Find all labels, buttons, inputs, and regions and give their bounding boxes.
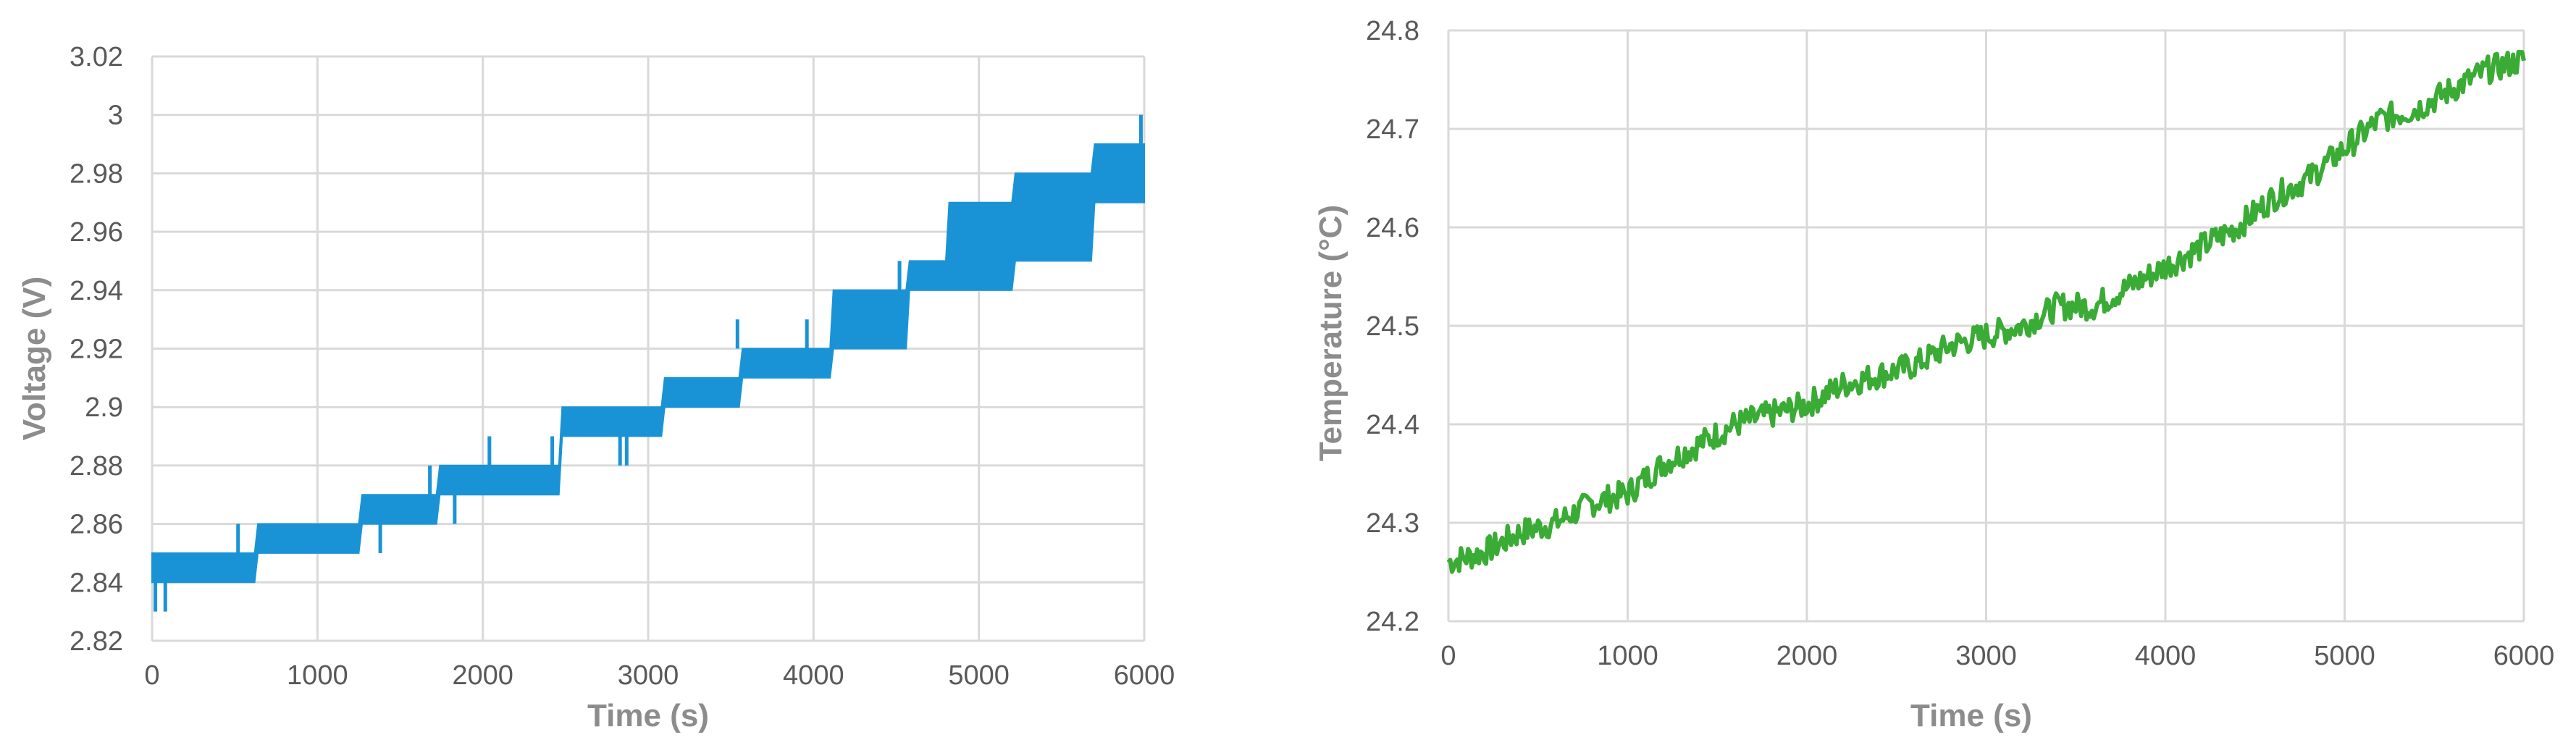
voltage-y-tick-label: 2.82 [70,626,123,657]
temperature-x-tick-label: 6000 [2493,641,2555,671]
voltage-y-axis-label: Voltage (V) [17,277,52,441]
temperature-x-tick-labels: 0 1000 2000 3000 4000 5000 6000 [1440,641,2554,671]
temperature-x-tick-label: 4000 [2135,641,2197,671]
temperature-x-tick-label: 3000 [1955,641,2017,671]
temperature-x-axis-label: Time (s) [1910,698,2032,733]
temperature-y-tick-label: 24.4 [1366,410,1419,440]
temperature-x-tick-label: 2000 [1776,641,1838,671]
voltage-y-tick-label: 2.9 [85,392,123,423]
temperature-y-tick-label: 24.8 [1366,16,1419,46]
temperature-series [1446,49,2526,574]
temperature-x-tick-label: 1000 [1597,641,1658,671]
temperature-y-axis-label: Temperature (°C) [1313,205,1348,461]
voltage-y-tick-label: 2.98 [70,159,123,189]
voltage-y-tick-labels: 2.82 2.84 2.86 2.88 2.9 2.92 2.94 2.96 2.98 3 3.02 [70,42,123,657]
voltage-x-axis-label: Time (s) [587,698,709,733]
voltage-x-tick-label: 2000 [452,660,513,691]
voltage-series [151,114,1145,612]
voltage-y-tick-label: 2.96 [70,217,123,248]
voltage-x-tick-label: 4000 [783,660,844,691]
voltage-y-tick-label: 2.92 [70,335,123,365]
voltage-x-tick-label: 0 [144,660,159,691]
temperature-y-tick-label: 24.7 [1366,114,1419,145]
temperature-x-tick-label: 0 [1440,641,1456,671]
voltage-x-tick-label: 1000 [287,660,348,691]
voltage-chart: 2.82 2.84 2.86 2.88 2.9 2.92 2.94 2.96 2.98 3 3.02… [17,42,1175,733]
voltage-y-tick-label: 3.02 [70,42,123,72]
voltage-y-tick-label: 3 [108,101,123,131]
voltage-x-tick-label: 5000 [948,660,1010,691]
voltage-x-tick-labels: 0 1000 2000 3000 4000 5000 6000 [144,660,1175,691]
voltage-y-tick-label: 2.94 [70,276,123,306]
voltage-x-tick-label: 6000 [1114,660,1175,691]
voltage-noise-band [151,143,1145,584]
temperature-y-tick-label: 24.6 [1366,213,1419,243]
temperature-series-line [1446,49,2526,574]
temperature-y-tick-label: 24.2 [1366,607,1419,637]
voltage-y-tick-label: 2.84 [70,568,123,598]
temperature-chart: 24.2 24.3 24.4 24.5 24.6 24.7 24.8 0 1000 2000 30… [1313,16,2554,733]
temperature-y-tick-labels: 24.2 24.3 24.4 24.5 24.6 24.7 24.8 [1366,16,1419,637]
voltage-x-tick-label: 3000 [618,660,679,691]
voltage-y-tick-label: 2.88 [70,451,123,481]
temperature-x-tick-label: 5000 [2314,641,2375,671]
voltage-y-tick-label: 2.86 [70,510,123,540]
temperature-y-tick-label: 24.3 [1366,508,1419,539]
temperature-y-tick-label: 24.5 [1366,311,1419,342]
